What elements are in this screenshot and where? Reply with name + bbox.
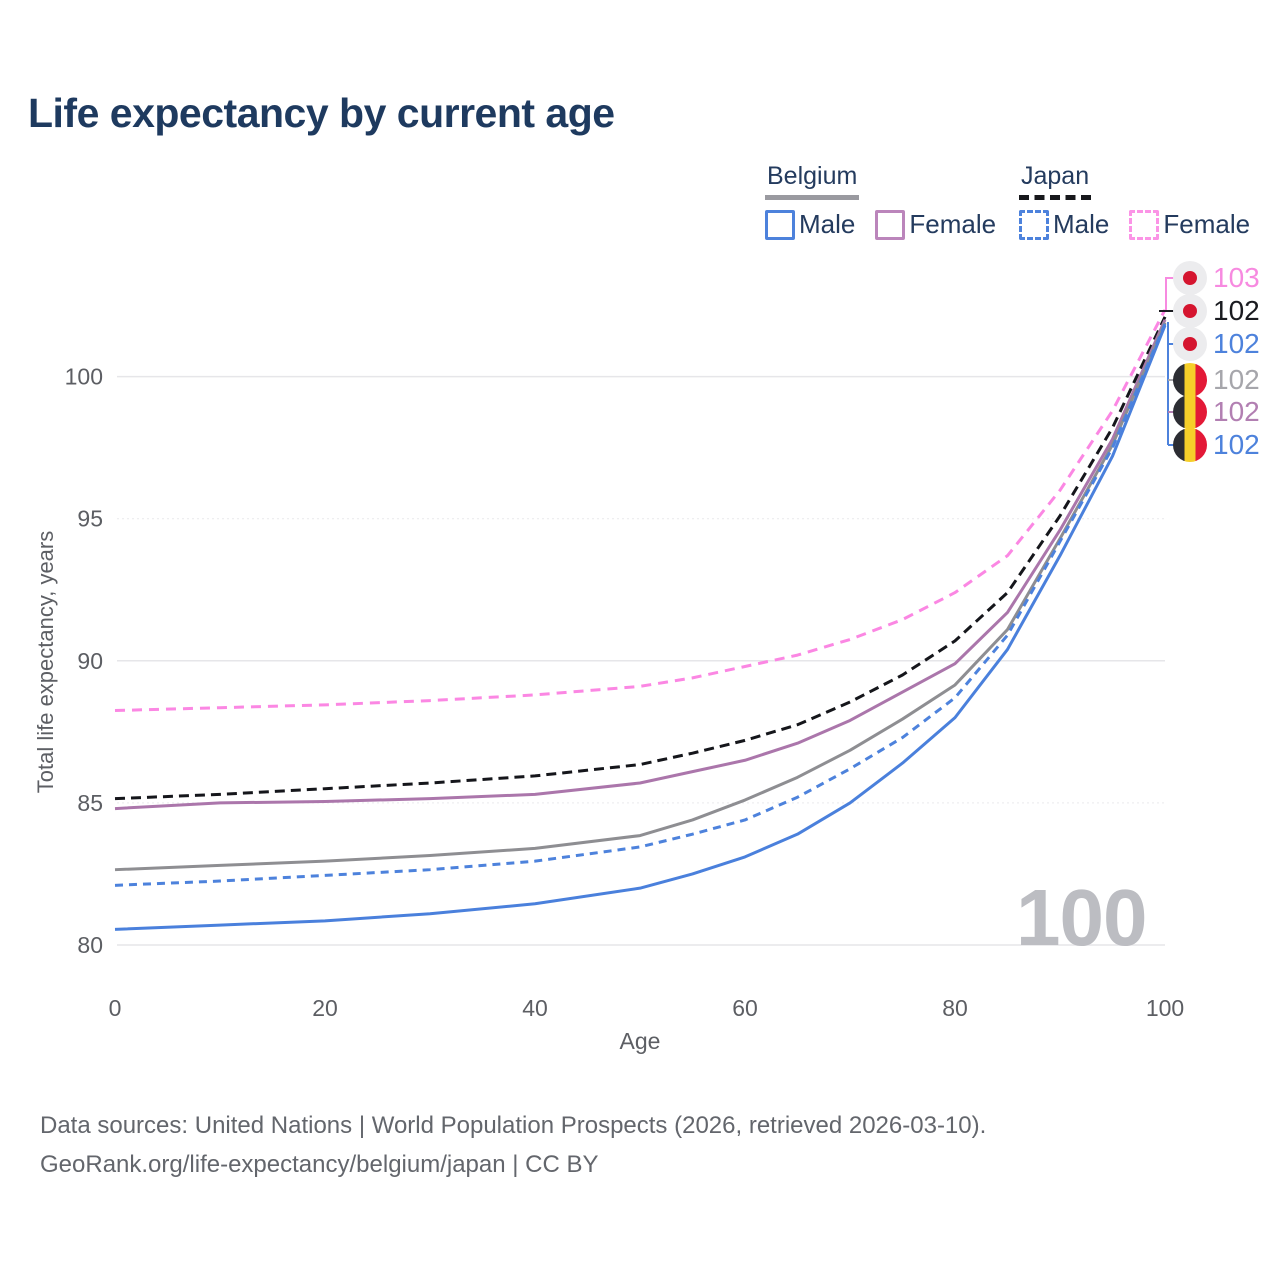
end-label-row: 102 (1173, 428, 1260, 462)
x-tick-label: 60 (732, 995, 758, 1021)
footer-line-2: GeoRank.org/life-expectancy/belgium/japa… (40, 1151, 599, 1178)
leader-line (1165, 277, 1174, 312)
legend-item-belgium-male[interactable]: Male (765, 209, 855, 240)
end-label-row: 102 (1173, 327, 1260, 361)
series-line-japan-female[interactable] (114, 309, 1167, 713)
legend-item-japan-female[interactable]: Female (1129, 209, 1250, 240)
end-value-label: 102 (1213, 364, 1260, 395)
y-axis-title: Total life expectancy, years (33, 530, 58, 794)
end-value-label: 103 (1213, 262, 1260, 293)
x-tick-label: 0 (109, 995, 122, 1021)
page-title: Life expectancy by current age (28, 90, 615, 136)
legend-title-japan: Japan (1019, 162, 1092, 200)
legend-label: Female (1163, 209, 1251, 239)
x-tick-label: 20 (312, 995, 338, 1021)
legend-label: Female (909, 209, 997, 239)
legend-label: Male (1053, 209, 1110, 239)
legend-item-japan-male[interactable]: Male (1019, 209, 1109, 240)
japan-male-swatch-icon (1019, 209, 1049, 240)
y-tick-label: 80 (77, 932, 103, 958)
y-tick-label: 85 (77, 790, 103, 816)
y-tick-label: 95 (77, 506, 103, 532)
japan-flag-icon (1173, 294, 1207, 328)
end-value-label: 102 (1213, 328, 1260, 359)
end-label-row: 102 (1173, 294, 1260, 328)
y-tick-label: 90 (77, 648, 103, 674)
end-value-label: 102 (1213, 295, 1260, 326)
end-label-row: 102 (1173, 363, 1260, 397)
belgium-male-swatch-icon (765, 209, 795, 240)
belgium-flag-icon (1173, 428, 1207, 462)
footer-line-1: Data sources: United Nations | World Pop… (40, 1112, 987, 1139)
belgium-flag-icon (1173, 363, 1207, 397)
legend-group-japan: Japan Male Female (1019, 162, 1250, 240)
end-label-row: 103 (1173, 261, 1260, 295)
series-line-belgium-female[interactable] (114, 319, 1167, 811)
legend-title-belgium: Belgium (765, 162, 860, 200)
japan-female-swatch-icon (1129, 209, 1160, 240)
series-line-japan-male[interactable] (114, 323, 1167, 887)
series-line-belgium-male[interactable] (114, 324, 1167, 931)
japan-flag-icon (1173, 261, 1207, 295)
japan-flag-icon (1173, 327, 1207, 361)
legend-item-belgium-female[interactable]: Female (875, 209, 996, 240)
legend-label: Male (799, 209, 856, 239)
end-value-label: 102 (1213, 396, 1260, 427)
belgium-flag-icon (1173, 395, 1207, 429)
series-line-belgium-both[interactable] (114, 322, 1167, 872)
x-tick-label: 80 (942, 995, 968, 1021)
series-line-japan-both[interactable] (114, 316, 1167, 801)
end-value-label: 102 (1213, 429, 1260, 460)
legend-group-belgium: Belgium Male Female (765, 162, 996, 240)
end-label-row: 102 (1173, 395, 1260, 429)
x-tick-label: 100 (1146, 995, 1184, 1021)
y-tick-label: 100 (65, 364, 103, 390)
current-age-watermark: 100 (1016, 873, 1147, 962)
belgium-female-swatch-icon (875, 209, 906, 240)
x-tick-label: 40 (522, 995, 548, 1021)
data-sources-footer: Data sources: United Nations | World Pop… (40, 1106, 986, 1184)
x-axis-title: Age (619, 1028, 661, 1054)
